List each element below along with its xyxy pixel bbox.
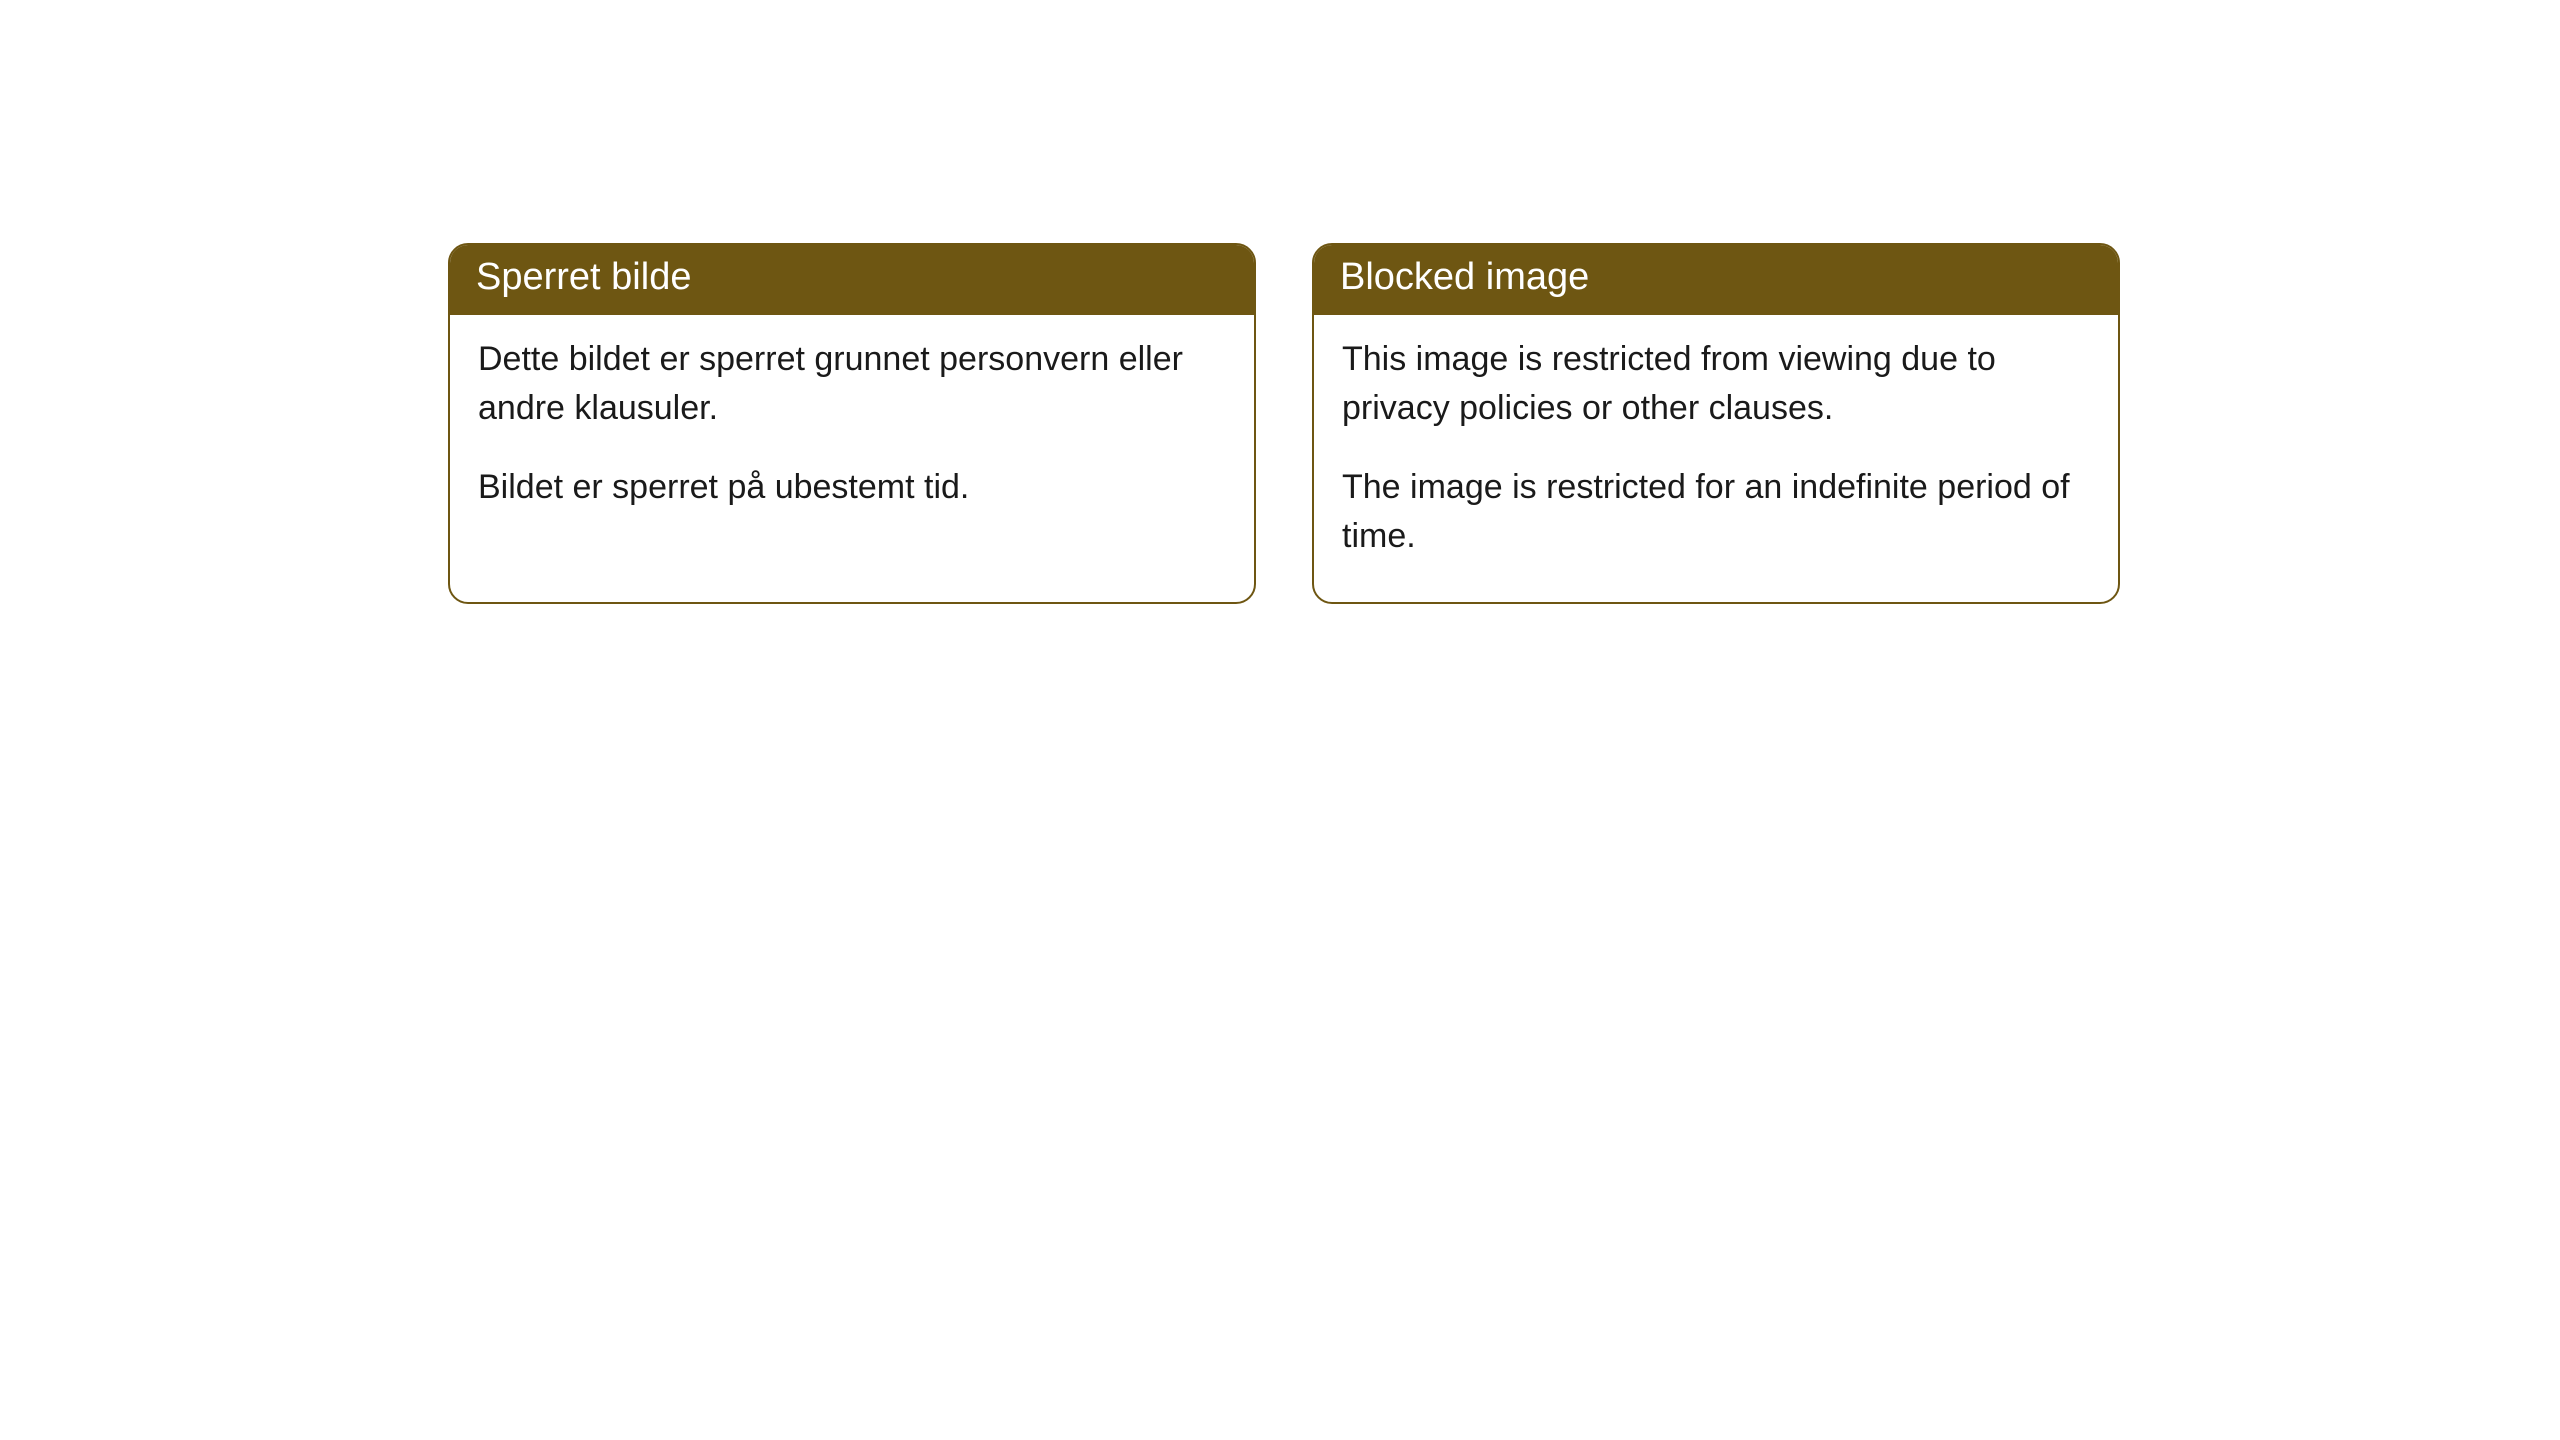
card-title-norwegian: Sperret bilde <box>450 245 1254 315</box>
card-title-english: Blocked image <box>1314 245 2118 315</box>
card-paragraph: The image is restricted for an indefinit… <box>1342 463 2090 562</box>
card-paragraph: Bildet er sperret på ubestemt tid. <box>478 463 1226 512</box>
blocked-image-card-norwegian: Sperret bilde Dette bildet er sperret gr… <box>448 243 1256 604</box>
card-body-english: This image is restricted from viewing du… <box>1314 315 2118 602</box>
card-body-norwegian: Dette bildet er sperret grunnet personve… <box>450 315 1254 553</box>
card-paragraph: This image is restricted from viewing du… <box>1342 335 2090 434</box>
notice-container: Sperret bilde Dette bildet er sperret gr… <box>448 243 2120 604</box>
card-paragraph: Dette bildet er sperret grunnet personve… <box>478 335 1226 434</box>
blocked-image-card-english: Blocked image This image is restricted f… <box>1312 243 2120 604</box>
